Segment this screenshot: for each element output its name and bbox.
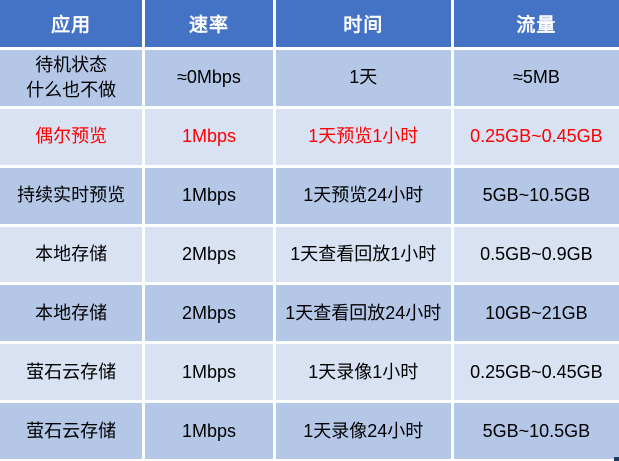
table-row-continuous-preview: 持续实时预览 1Mbps 1天预览24小时 5GB~10.5GB bbox=[0, 167, 619, 224]
cell-time: 1天查看回放24小时 bbox=[275, 285, 451, 342]
cell-traffic: 10GB~21GB bbox=[453, 285, 619, 342]
cell-rate: 1Mbps bbox=[145, 167, 273, 224]
table-row-local-storage-1h: 本地存储 2Mbps 1天查看回放1小时 0.5GB~0.9GB bbox=[0, 226, 619, 283]
table-row-local-storage-24h: 本地存储 2Mbps 1天查看回放24小时 10GB~21GB bbox=[0, 285, 619, 342]
cell-app: 本地存储 bbox=[0, 285, 143, 342]
table-row-cloud-storage-24h: 萤石云存储 1Mbps 1天录像24小时 5GB~10.5GB bbox=[0, 403, 619, 459]
cell-time: 1天预览1小时 bbox=[275, 108, 451, 165]
table-row-standby: 待机状态 什么也不做 ≈0Mbps 1天 ≈5MB bbox=[0, 50, 619, 106]
cell-time: 1天预览24小时 bbox=[275, 167, 451, 224]
cell-rate: ≈0Mbps bbox=[145, 50, 273, 106]
cell-traffic: 5GB~10.5GB bbox=[453, 403, 619, 459]
col-header-time: 时间 bbox=[275, 0, 451, 47]
col-header-rate: 速率 bbox=[145, 0, 273, 47]
cell-app: 萤石云存储 bbox=[0, 403, 143, 459]
cell-app: 待机状态 什么也不做 bbox=[0, 50, 143, 106]
cell-app: 偶尔预览 bbox=[0, 108, 143, 165]
cell-rate: 1Mbps bbox=[145, 344, 273, 401]
table-corner-handle bbox=[614, 457, 619, 461]
cell-app: 持续实时预览 bbox=[0, 167, 143, 224]
table-header-row: 应用 速率 时间 流量 bbox=[0, 0, 619, 47]
col-header-app: 应用 bbox=[0, 0, 143, 47]
cell-rate: 1Mbps bbox=[145, 403, 273, 459]
cell-time: 1天 bbox=[275, 50, 451, 106]
cell-rate: 2Mbps bbox=[145, 285, 273, 342]
cell-time: 1天录像1小时 bbox=[275, 344, 451, 401]
cell-traffic: ≈5MB bbox=[453, 50, 619, 106]
col-header-traffic: 流量 bbox=[453, 0, 619, 47]
table-row-cloud-storage-1h: 萤石云存储 1Mbps 1天录像1小时 0.25GB~0.45GB bbox=[0, 344, 619, 401]
cell-rate: 2Mbps bbox=[145, 226, 273, 283]
cell-app: 萤石云存储 bbox=[0, 344, 143, 401]
cell-time: 1天查看回放1小时 bbox=[275, 226, 451, 283]
cell-app: 本地存储 bbox=[0, 226, 143, 283]
cell-time: 1天录像24小时 bbox=[275, 403, 451, 459]
cell-traffic: 0.25GB~0.45GB bbox=[453, 344, 619, 401]
table-row-occasional-preview: 偶尔预览 1Mbps 1天预览1小时 0.25GB~0.45GB bbox=[0, 108, 619, 165]
cell-traffic: 0.25GB~0.45GB bbox=[453, 108, 619, 165]
cell-rate: 1Mbps bbox=[145, 108, 273, 165]
cell-traffic: 5GB~10.5GB bbox=[453, 167, 619, 224]
cell-traffic: 0.5GB~0.9GB bbox=[453, 226, 619, 283]
